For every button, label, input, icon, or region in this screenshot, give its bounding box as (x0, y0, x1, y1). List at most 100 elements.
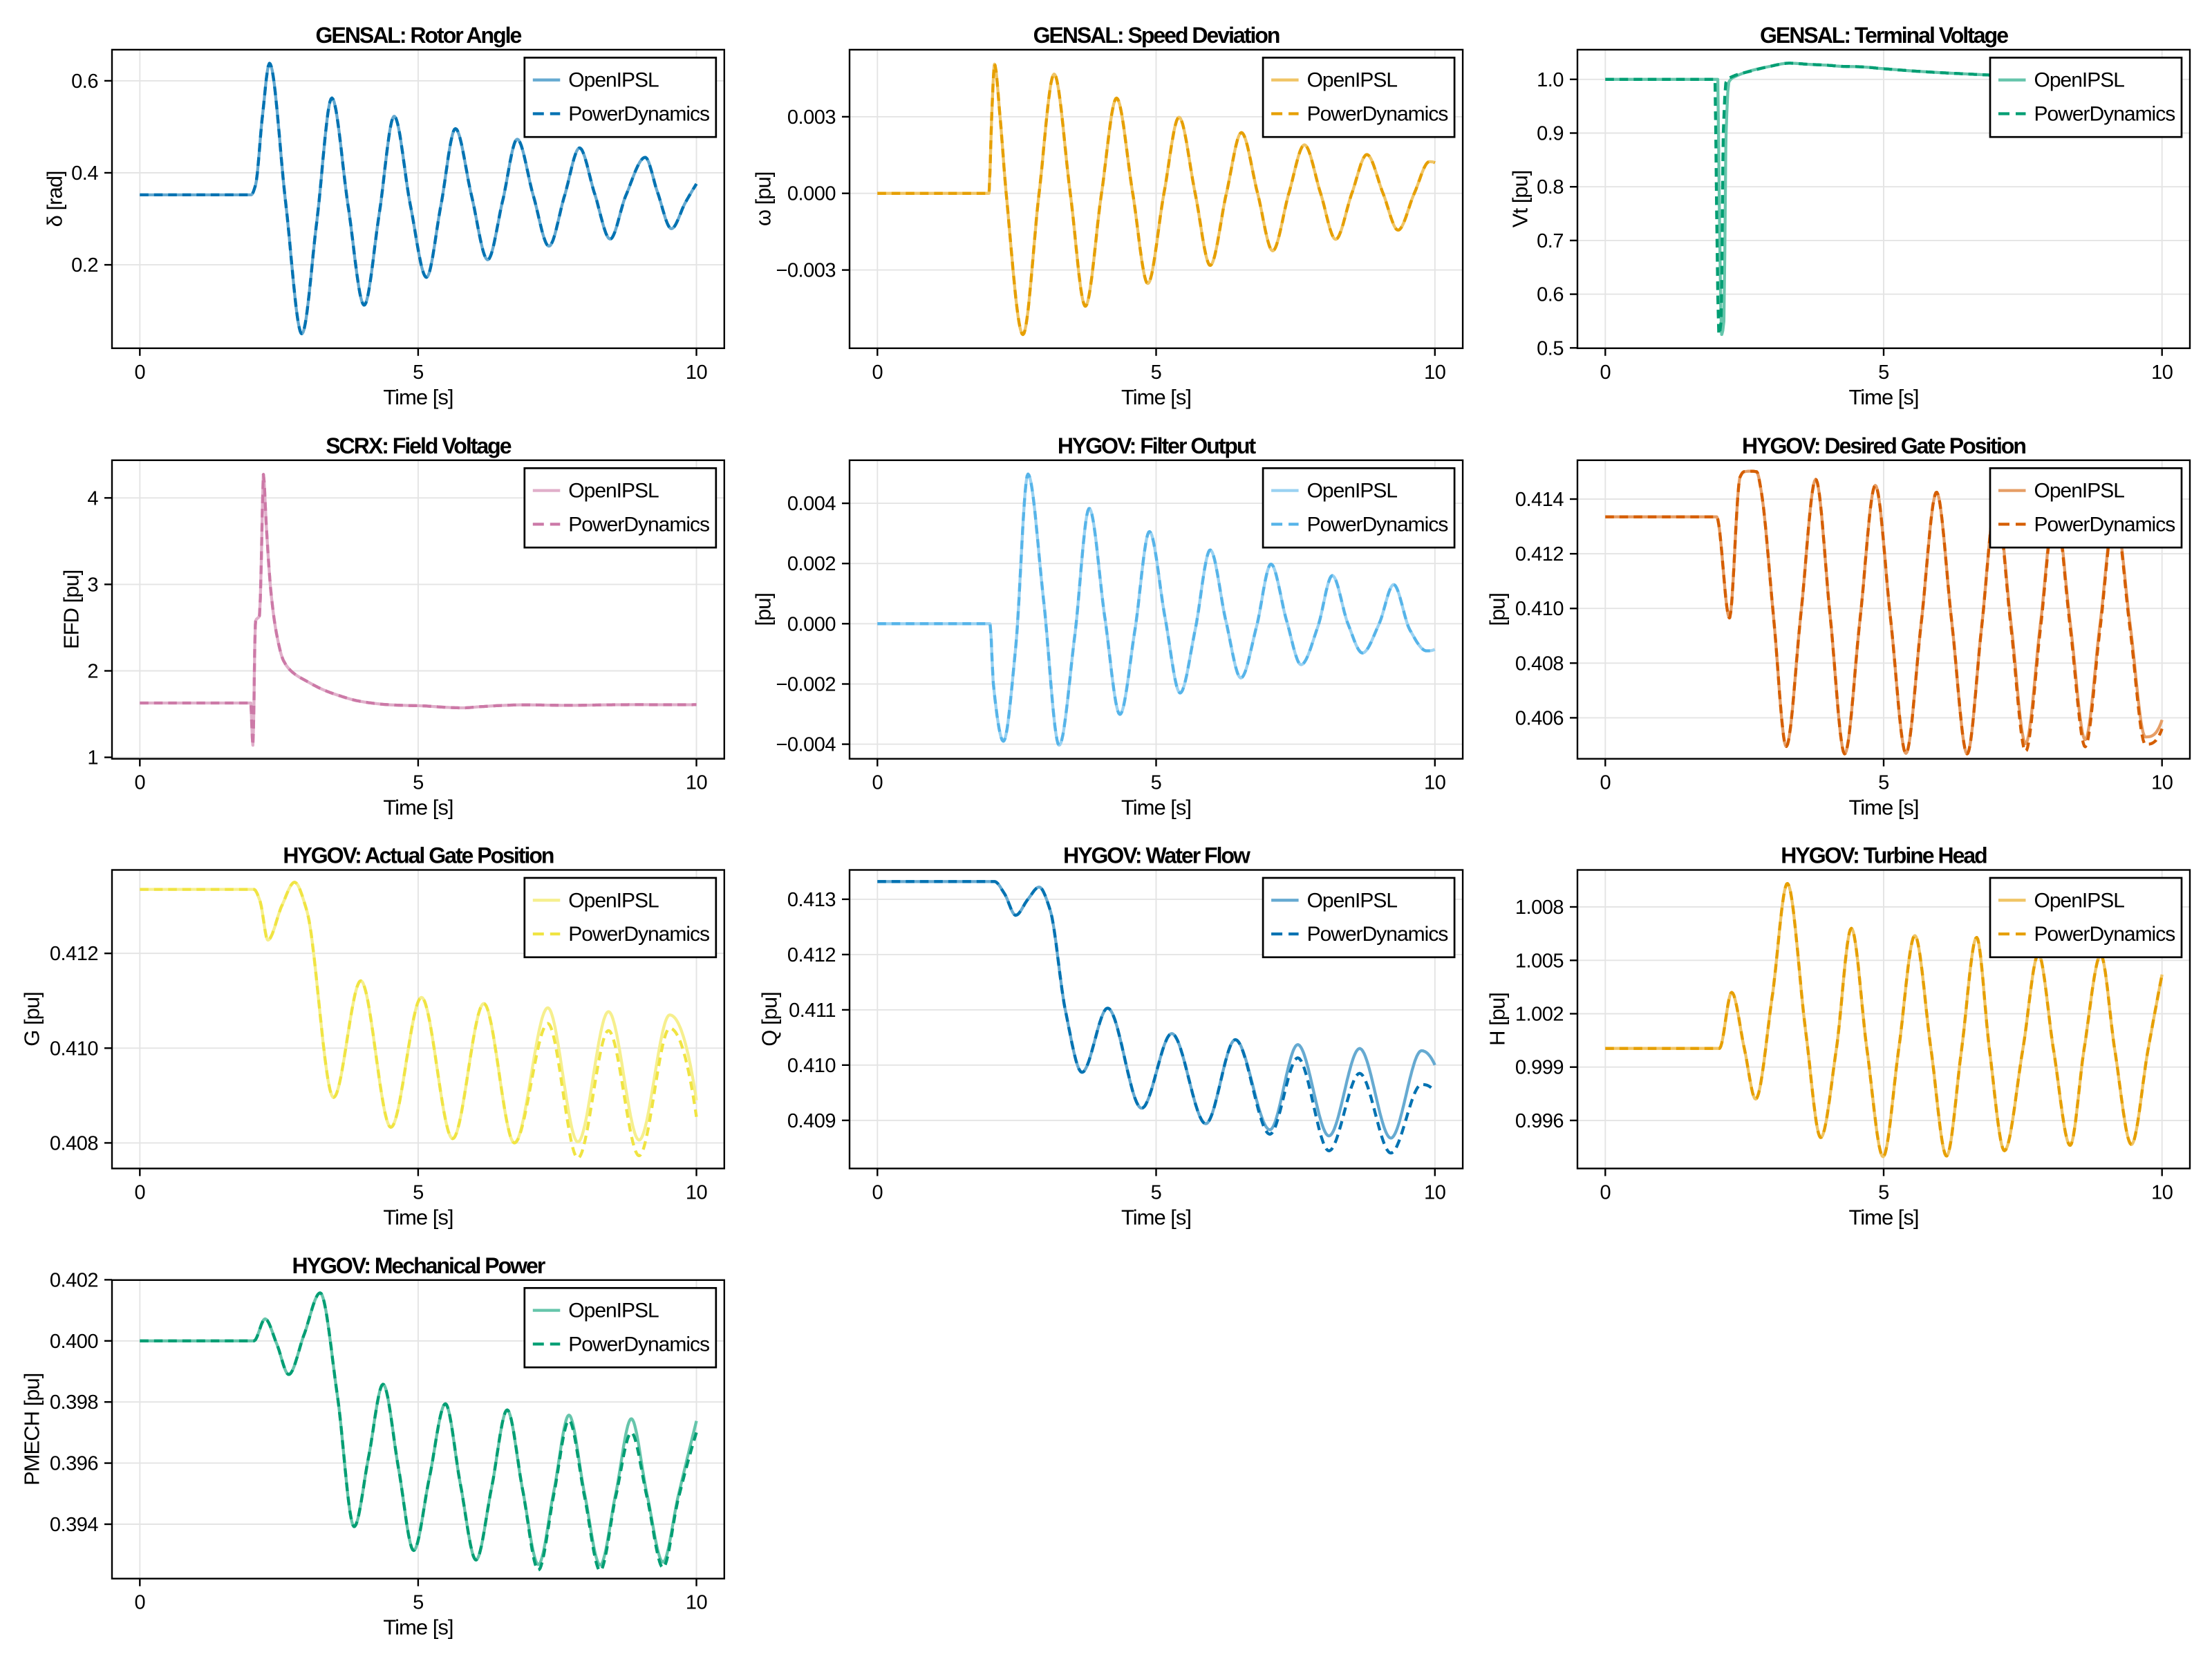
svg-text:0.412: 0.412 (787, 944, 836, 966)
svg-text:G [pu]: G [pu] (20, 992, 44, 1046)
svg-text:10: 10 (686, 772, 707, 794)
svg-text:ω [pu]: ω [pu] (751, 172, 776, 227)
svg-text:5: 5 (413, 362, 424, 384)
svg-text:−0.004: −0.004 (776, 734, 836, 756)
svg-text:0.4: 0.4 (71, 162, 98, 185)
svg-text:GENSAL: Rotor Angle: GENSAL: Rotor Angle (316, 23, 522, 48)
svg-text:0.000: 0.000 (787, 183, 836, 205)
svg-text:PowerDynamics: PowerDynamics (1307, 923, 1448, 946)
svg-text:PowerDynamics: PowerDynamics (2034, 513, 2175, 536)
svg-text:0.406: 0.406 (1515, 707, 1564, 729)
svg-text:OpenIPSL: OpenIPSL (1307, 480, 1398, 503)
svg-text:5: 5 (1878, 772, 1889, 794)
svg-text:0.410: 0.410 (50, 1038, 98, 1060)
svg-text:HYGOV: Water Flow: HYGOV: Water Flow (1063, 843, 1250, 868)
svg-text:0.412: 0.412 (50, 943, 98, 965)
svg-text:H [pu]: H [pu] (1485, 993, 1510, 1046)
svg-text:OpenIPSL: OpenIPSL (568, 889, 659, 912)
svg-text:0: 0 (134, 1181, 145, 1203)
svg-text:0.398: 0.398 (50, 1391, 98, 1414)
svg-text:0.414: 0.414 (1515, 489, 1564, 511)
svg-text:0.400: 0.400 (50, 1331, 98, 1353)
svg-text:0.411: 0.411 (789, 1000, 836, 1022)
svg-text:0: 0 (134, 362, 145, 384)
svg-text:5: 5 (1878, 1181, 1889, 1203)
svg-text:4: 4 (87, 487, 98, 509)
svg-text:δ [rad]: δ [rad] (43, 171, 67, 227)
svg-text:10: 10 (686, 1181, 707, 1203)
svg-text:OpenIPSL: OpenIPSL (1307, 69, 1398, 92)
svg-text:0: 0 (134, 772, 145, 794)
svg-text:[pu]: [pu] (1485, 593, 1510, 626)
svg-text:0.7: 0.7 (1537, 230, 1564, 252)
svg-text:0: 0 (872, 362, 883, 384)
svg-text:0.996: 0.996 (1515, 1110, 1564, 1132)
svg-text:0.003: 0.003 (787, 106, 836, 129)
svg-text:0: 0 (1600, 362, 1611, 384)
svg-text:0.6: 0.6 (71, 71, 98, 93)
svg-text:0.8: 0.8 (1537, 176, 1564, 198)
svg-text:OpenIPSL: OpenIPSL (2034, 69, 2125, 92)
svg-text:PowerDynamics: PowerDynamics (2034, 103, 2175, 126)
svg-text:5: 5 (1151, 1181, 1162, 1203)
svg-text:1.008: 1.008 (1515, 897, 1564, 919)
svg-text:PowerDynamics: PowerDynamics (568, 1333, 709, 1356)
svg-text:1.002: 1.002 (1515, 1004, 1564, 1026)
svg-text:HYGOV: Mechanical Power: HYGOV: Mechanical Power (292, 1253, 545, 1278)
svg-text:10: 10 (1424, 772, 1445, 794)
svg-text:PowerDynamics: PowerDynamics (568, 513, 709, 536)
svg-text:Time [s]: Time [s] (1848, 796, 1918, 820)
svg-text:0: 0 (1600, 1181, 1611, 1203)
svg-text:OpenIPSL: OpenIPSL (2034, 480, 2125, 503)
svg-text:0.9: 0.9 (1537, 123, 1564, 145)
svg-text:0.402: 0.402 (50, 1269, 98, 1291)
svg-text:1.0: 1.0 (1537, 69, 1564, 91)
svg-text:0: 0 (134, 1592, 145, 1614)
svg-text:0.413: 0.413 (787, 889, 836, 911)
svg-text:EFD [pu]: EFD [pu] (59, 570, 84, 649)
svg-text:5: 5 (1878, 362, 1889, 384)
svg-text:Vt [pu]: Vt [pu] (1508, 171, 1533, 228)
svg-text:1: 1 (87, 747, 98, 769)
svg-text:10: 10 (2151, 1181, 2173, 1203)
svg-text:OpenIPSL: OpenIPSL (568, 69, 659, 92)
svg-text:−0.002: −0.002 (776, 674, 836, 696)
svg-text:GENSAL: Speed Deviation: GENSAL: Speed Deviation (1033, 23, 1280, 48)
svg-text:0.004: 0.004 (787, 493, 836, 515)
svg-text:5: 5 (413, 772, 424, 794)
svg-text:PowerDynamics: PowerDynamics (568, 103, 709, 126)
svg-text:0.6: 0.6 (1537, 284, 1564, 306)
svg-text:10: 10 (686, 1592, 707, 1614)
svg-text:Time [s]: Time [s] (383, 1615, 453, 1640)
svg-text:5: 5 (1151, 362, 1162, 384)
svg-text:Q [pu]: Q [pu] (758, 992, 782, 1046)
svg-text:Time [s]: Time [s] (383, 1205, 453, 1229)
svg-text:0.2: 0.2 (71, 254, 98, 276)
svg-text:10: 10 (1424, 1181, 1445, 1203)
svg-text:Time [s]: Time [s] (383, 385, 453, 409)
svg-text:HYGOV: Desired Gate Position: HYGOV: Desired Gate Position (1742, 433, 2025, 458)
svg-text:Time [s]: Time [s] (383, 796, 453, 820)
svg-text:10: 10 (2151, 772, 2173, 794)
svg-text:Time [s]: Time [s] (1848, 1205, 1918, 1229)
svg-text:10: 10 (1424, 362, 1445, 384)
svg-text:2: 2 (87, 661, 98, 683)
svg-text:OpenIPSL: OpenIPSL (2034, 889, 2125, 912)
svg-text:0.410: 0.410 (1515, 598, 1564, 620)
svg-text:−0.003: −0.003 (776, 260, 836, 282)
svg-text:PowerDynamics: PowerDynamics (568, 923, 709, 946)
svg-text:HYGOV: Filter Output: HYGOV: Filter Output (1058, 433, 1257, 458)
svg-text:0.412: 0.412 (1515, 543, 1564, 565)
svg-text:0.394: 0.394 (50, 1514, 98, 1536)
svg-text:OpenIPSL: OpenIPSL (568, 480, 659, 503)
svg-text:0.409: 0.409 (787, 1110, 836, 1132)
svg-text:0.396: 0.396 (50, 1453, 98, 1475)
svg-text:1.005: 1.005 (1515, 950, 1564, 972)
svg-text:HYGOV: Actual Gate Position: HYGOV: Actual Gate Position (283, 843, 554, 868)
svg-text:0.000: 0.000 (787, 613, 836, 635)
svg-text:[pu]: [pu] (751, 593, 776, 626)
svg-text:0: 0 (872, 1181, 883, 1203)
svg-text:OpenIPSL: OpenIPSL (568, 1300, 659, 1322)
svg-text:OpenIPSL: OpenIPSL (1307, 889, 1398, 912)
svg-text:Time [s]: Time [s] (1848, 385, 1918, 409)
